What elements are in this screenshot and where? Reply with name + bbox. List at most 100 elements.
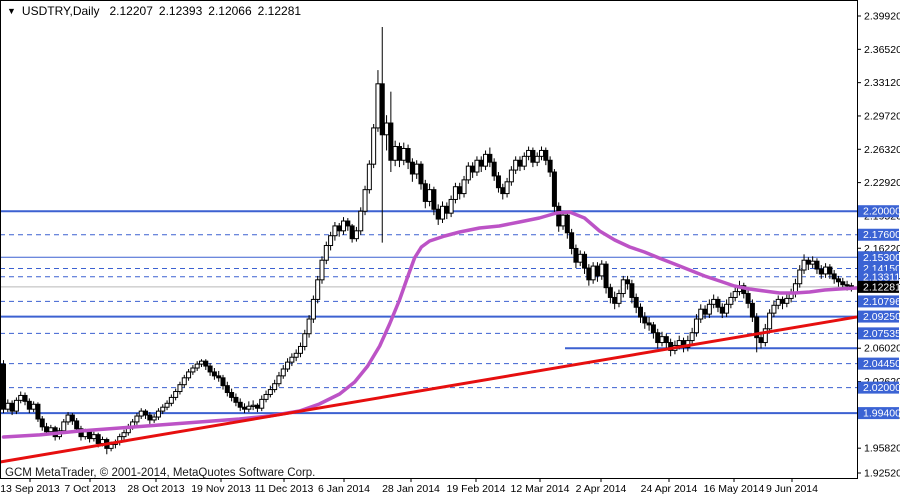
- chart-dropdown-icon[interactable]: ▼: [7, 6, 16, 16]
- candle: [280, 365, 286, 379]
- candle: [491, 158, 497, 181]
- candle-body: [242, 406, 248, 410]
- date-tick-label: 24 Apr 2014: [641, 483, 698, 495]
- candle: [745, 289, 751, 309]
- candle-body: [18, 394, 24, 401]
- price-level-badge-label: 1.99400: [863, 408, 900, 420]
- candle: [637, 303, 643, 323]
- candle-body: [676, 340, 682, 346]
- candle-body: [297, 345, 303, 354]
- candle: [207, 363, 213, 376]
- candle-body: [422, 183, 428, 202]
- candle-body: [801, 259, 807, 271]
- candle-body: [272, 383, 278, 391]
- candle-body: [22, 394, 28, 402]
- candle-body: [35, 403, 41, 420]
- candle: [177, 381, 183, 395]
- candle: [616, 289, 622, 308]
- candle-body: [629, 283, 635, 298]
- candle-body: [749, 302, 755, 318]
- candle-body: [706, 303, 712, 315]
- candle: [319, 256, 325, 284]
- candle-body: [74, 420, 80, 430]
- candle: [767, 309, 773, 333]
- candle-body: [418, 163, 424, 185]
- candle-body: [280, 368, 286, 377]
- candle-body: [543, 149, 549, 161]
- candle-body: [693, 318, 699, 334]
- candle-body: [336, 225, 342, 232]
- candle-body: [82, 431, 88, 438]
- candle: [246, 401, 252, 413]
- price-level-badge-label: 2.10796: [863, 296, 900, 308]
- candle: [633, 293, 639, 314]
- price-tick-label: 1.92520: [864, 468, 900, 480]
- candle: [310, 295, 316, 323]
- candle-body: [31, 403, 37, 410]
- candle: [190, 365, 196, 375]
- candle-body: [539, 149, 544, 157]
- candle-body: [44, 426, 50, 433]
- candle-body: [61, 421, 67, 432]
- candle: [362, 185, 368, 216]
- candle: [216, 370, 222, 382]
- candle: [724, 299, 730, 318]
- candle: [345, 218, 351, 231]
- candle-body: [181, 377, 187, 386]
- candle-body: [5, 402, 11, 410]
- candle: [143, 409, 149, 419]
- candle-body: [452, 186, 458, 200]
- trendline[interactable]: [0, 315, 858, 464]
- candle-body: [39, 418, 45, 428]
- candle-body: [500, 187, 506, 195]
- candle: [827, 264, 833, 279]
- price-level-badge-label: 2.15300: [863, 252, 900, 264]
- candle-body: [207, 365, 213, 373]
- date-tick-label: 28 Oct 2013: [127, 483, 184, 495]
- candle-body: [724, 303, 730, 314]
- candle: [629, 279, 635, 304]
- price-level-badge-label: 2.07535: [863, 328, 900, 340]
- candle: [1, 360, 6, 414]
- price-tick-label: 2.36520: [864, 44, 900, 56]
- candle-body: [263, 393, 269, 400]
- candle-body: [233, 396, 239, 403]
- candle-body: [775, 298, 781, 306]
- candle-body: [371, 127, 377, 165]
- candle-body: [560, 214, 566, 227]
- candle-body: [457, 186, 463, 195]
- candle-body: [108, 443, 114, 449]
- candle: [297, 342, 303, 358]
- candle-body: [659, 336, 665, 344]
- candle-body: [586, 267, 592, 281]
- candle-body: [573, 247, 579, 263]
- candle: [155, 408, 161, 420]
- candle: [186, 368, 192, 381]
- candle: [151, 414, 157, 423]
- candle-body: [650, 324, 656, 334]
- candle-body: [823, 266, 829, 275]
- candle-body: [401, 147, 407, 161]
- candle-body: [530, 149, 536, 163]
- candle-body: [521, 155, 527, 167]
- candle: [272, 379, 278, 393]
- price-level-badge: [858, 381, 899, 394]
- candle-body: [173, 391, 179, 398]
- candle-body: [186, 371, 192, 379]
- chart-header: ▼ USDTRY,Daily 2.12207 2.12393 2.12066 2…: [7, 4, 301, 18]
- price-level-badge: [858, 295, 899, 308]
- candle-body: [289, 356, 295, 363]
- candle-body: [99, 439, 105, 444]
- candle: [603, 261, 609, 294]
- candle-body: [177, 384, 183, 393]
- candle: [405, 144, 411, 170]
- candle-body: [147, 414, 153, 421]
- candle-body: [1, 363, 6, 410]
- chart-frame: [0, 0, 858, 479]
- candle: [39, 416, 45, 431]
- candle: [504, 177, 510, 198]
- price-tick-label: 2.26320: [864, 144, 900, 156]
- candle-body: [353, 230, 359, 240]
- candle: [715, 296, 721, 313]
